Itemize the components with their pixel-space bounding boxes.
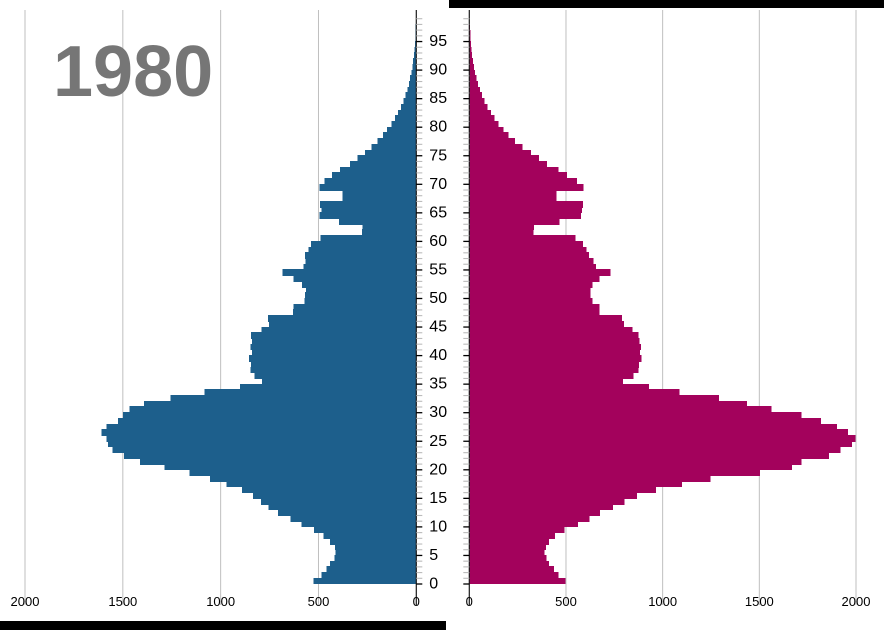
svg-text:1500: 1500 — [745, 594, 774, 609]
svg-text:500: 500 — [308, 594, 330, 609]
svg-text:85: 85 — [429, 90, 447, 107]
svg-text:0: 0 — [429, 576, 438, 593]
svg-text:95: 95 — [429, 33, 447, 50]
svg-text:1980: 1980 — [53, 32, 213, 112]
svg-text:25: 25 — [429, 433, 447, 450]
svg-text:60: 60 — [429, 233, 447, 250]
svg-text:35: 35 — [429, 376, 447, 393]
svg-text:70: 70 — [429, 176, 447, 193]
svg-text:65: 65 — [429, 204, 447, 221]
svg-text:50: 50 — [429, 290, 447, 307]
svg-text:500: 500 — [555, 594, 577, 609]
svg-text:15: 15 — [429, 490, 447, 507]
svg-text:10: 10 — [429, 518, 447, 535]
svg-text:1000: 1000 — [206, 594, 235, 609]
svg-text:0: 0 — [466, 594, 473, 609]
svg-text:20: 20 — [429, 461, 447, 478]
svg-text:2000: 2000 — [842, 594, 871, 609]
svg-text:30: 30 — [429, 404, 447, 421]
svg-text:55: 55 — [429, 261, 447, 278]
svg-text:1500: 1500 — [108, 594, 137, 609]
svg-text:0: 0 — [413, 594, 420, 609]
svg-text:40: 40 — [429, 347, 447, 364]
svg-text:90: 90 — [429, 62, 447, 79]
svg-text:1000: 1000 — [648, 594, 677, 609]
svg-text:75: 75 — [429, 147, 447, 164]
svg-text:80: 80 — [429, 119, 447, 136]
svg-text:45: 45 — [429, 319, 447, 336]
svg-text:2000: 2000 — [11, 594, 40, 609]
svg-text:5: 5 — [429, 547, 438, 564]
